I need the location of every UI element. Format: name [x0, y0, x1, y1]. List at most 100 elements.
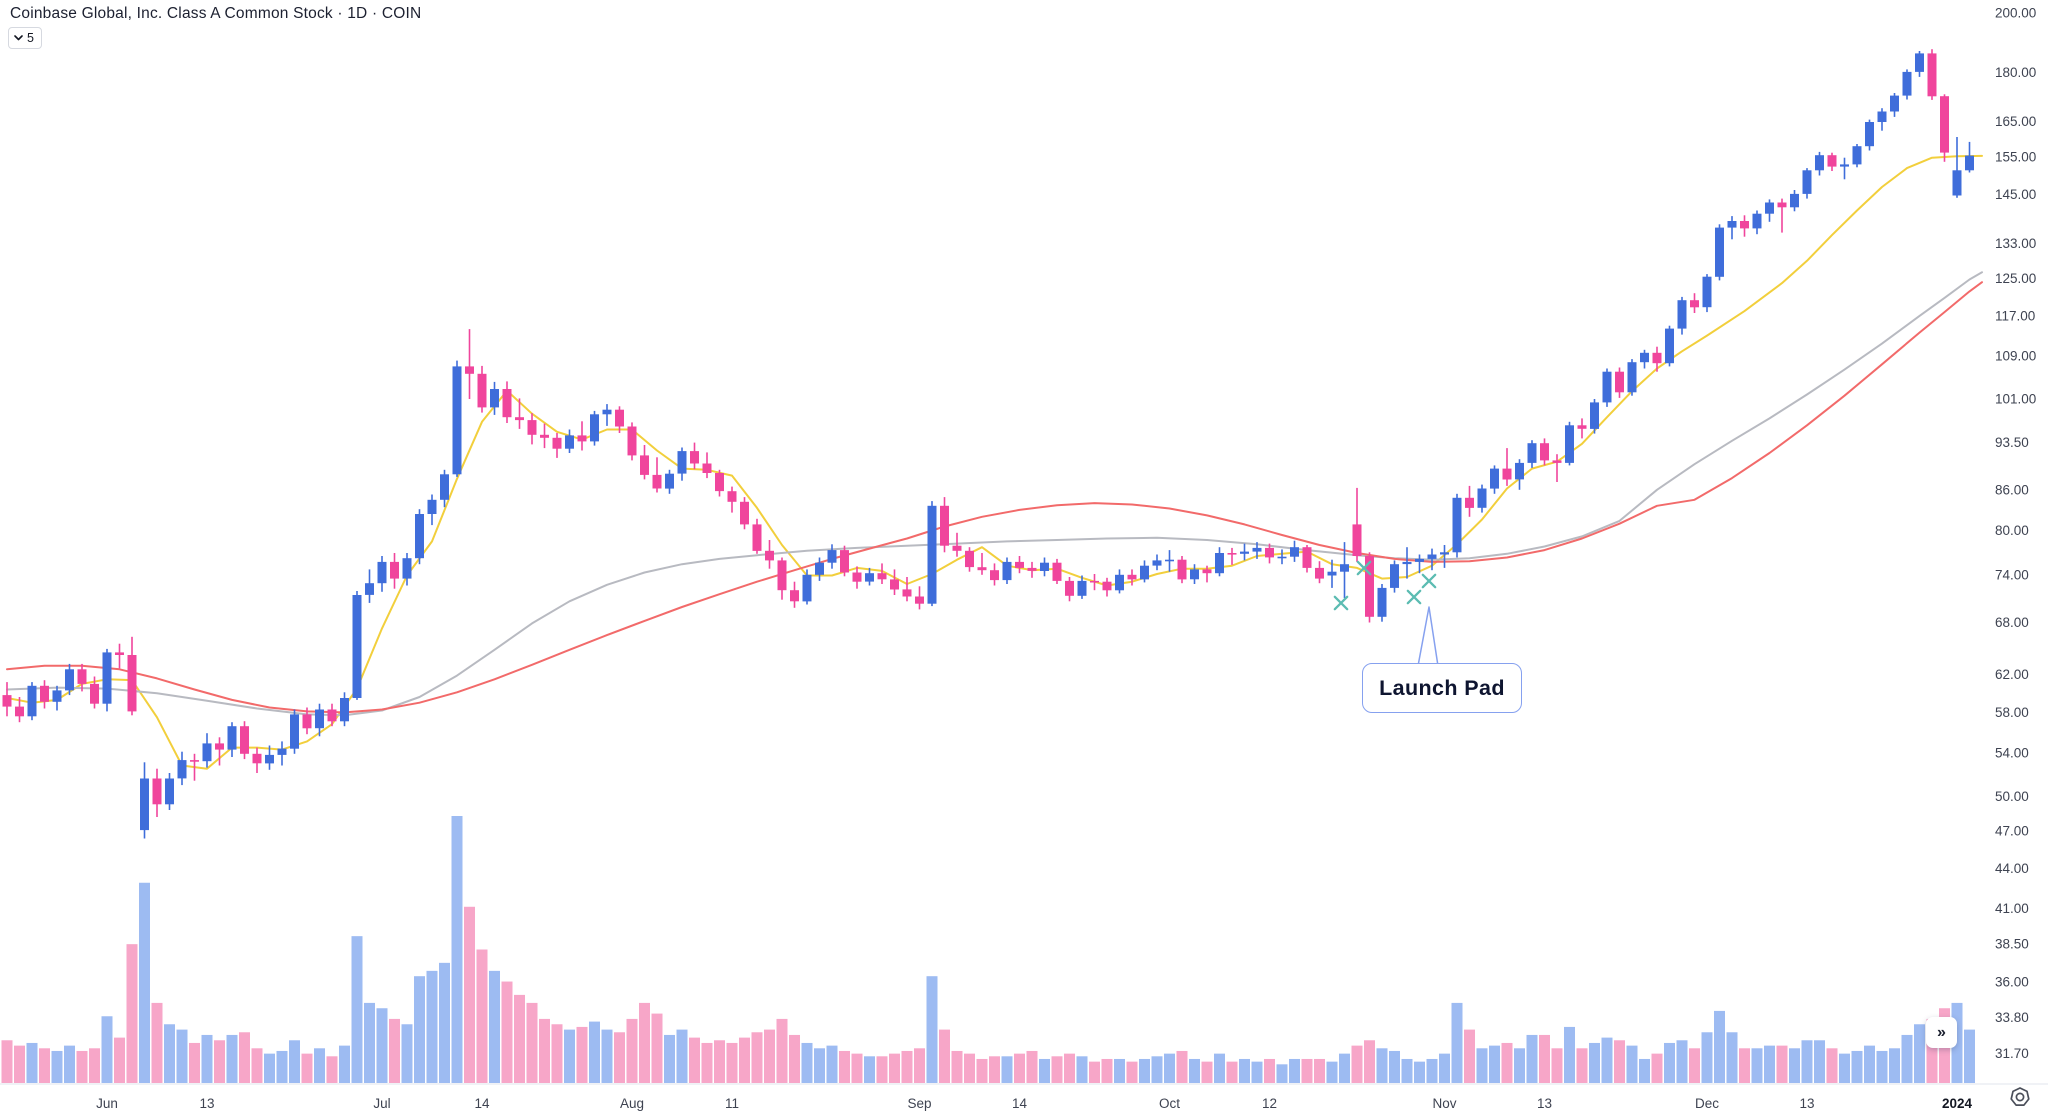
volume-bar — [739, 1037, 750, 1083]
volume-bar — [1126, 1061, 1138, 1083]
volume-bar — [1389, 1050, 1400, 1083]
time-axis[interactable]: Jun 13 Jul 14 Aug 11 Sep 14 Oct 12 Nov 13 Dec 13 2024 — [96, 1096, 1972, 1111]
scroll-to-latest-button[interactable]: » — [1926, 1017, 1957, 1048]
candle-body — [1615, 371, 1624, 393]
volume-bar — [964, 1053, 975, 1083]
candle-body — [615, 409, 624, 427]
candle-body — [765, 550, 774, 561]
candle-body — [577, 435, 587, 442]
volume-bar — [864, 1056, 875, 1083]
volume-bar — [1176, 1050, 1188, 1083]
candle-body — [1277, 556, 1287, 559]
volume-bar — [264, 1053, 275, 1083]
indicator-length-chip[interactable]: 5 — [8, 27, 42, 49]
volume-bar — [1726, 1032, 1738, 1083]
volume-bar — [289, 1040, 300, 1083]
launch-pad-callout[interactable]: Launch Pad — [1362, 663, 1522, 713]
volume-bar — [1714, 1010, 1725, 1083]
volume-bar — [1801, 1040, 1813, 1083]
candle-body — [1315, 567, 1324, 579]
volume-bar — [1239, 1058, 1250, 1083]
candle-body — [152, 778, 162, 805]
ma-line-fast[interactable] — [6, 154, 1983, 770]
candle-body — [1577, 425, 1587, 429]
candle-body — [1177, 559, 1187, 580]
candle-body — [777, 560, 787, 591]
time-axis-label: Sep — [907, 1096, 931, 1111]
volume-bar — [1614, 1040, 1625, 1083]
candle-body — [1865, 122, 1874, 147]
price-axis-label: 93.50 — [1995, 435, 2029, 450]
volume-bar — [1426, 1058, 1438, 1083]
candle-body — [315, 709, 324, 729]
candle-body — [802, 574, 812, 602]
price-axis-label: 36.00 — [1995, 974, 2029, 989]
candle-body — [1827, 155, 1837, 167]
volume-bar — [776, 1018, 788, 1083]
candle-body — [965, 550, 974, 568]
volume-bar — [1289, 1058, 1300, 1083]
candle-body — [1077, 580, 1087, 596]
volume-bar — [1214, 1053, 1225, 1083]
callout-pointer — [1417, 606, 1439, 667]
candle-body — [427, 499, 437, 514]
volume-bar — [1839, 1053, 1850, 1083]
volume-bar — [1864, 1045, 1875, 1083]
candle-body — [1127, 574, 1137, 580]
volume-bar — [101, 1016, 113, 1083]
time-axis-label: 13 — [199, 1096, 214, 1111]
ma-line-slow[interactable] — [6, 281, 1983, 714]
candle-body — [1677, 300, 1687, 329]
candle-body — [852, 572, 862, 582]
volume-bar — [501, 981, 513, 1083]
volume-bar — [1851, 1050, 1863, 1083]
volume-bar — [1114, 1058, 1125, 1083]
candle-body — [1252, 547, 1262, 552]
candle-body — [665, 473, 674, 489]
volume-bar — [726, 1042, 738, 1083]
candle-body — [990, 570, 999, 581]
volume-bar — [1739, 1048, 1750, 1083]
candle-body — [290, 714, 299, 749]
volume-bar — [89, 1048, 100, 1083]
candle-body — [15, 706, 24, 717]
volume-bar — [214, 1040, 225, 1083]
ma-line-mid[interactable] — [6, 271, 1983, 717]
price-axis-label: 58.00 — [1995, 705, 2029, 720]
volume-bar — [51, 1050, 63, 1083]
settings-gear-icon[interactable] — [2008, 1085, 2032, 1114]
candle-body — [1202, 569, 1212, 574]
volume-bar — [1439, 1053, 1450, 1083]
candle-body — [1540, 443, 1549, 461]
candle-body — [752, 524, 762, 551]
volume-bar — [1101, 1058, 1113, 1083]
callout-tail — [1417, 606, 1439, 667]
volume-bar — [1151, 1056, 1163, 1083]
volume-bar — [426, 970, 438, 1083]
candle-body — [1115, 574, 1124, 591]
price-axis-label: 180.00 — [1995, 65, 2036, 80]
candle-body — [1952, 170, 1962, 196]
volume-bar — [1514, 1048, 1525, 1083]
launch-pad-callout-text: Launch Pad — [1379, 675, 1505, 700]
candle-body — [402, 558, 412, 579]
candle-body — [390, 561, 399, 579]
candle-body — [1502, 468, 1512, 480]
x-mark-icon — [1356, 560, 1372, 576]
volume-bar — [376, 1008, 388, 1083]
candle-body — [952, 545, 962, 551]
price-axis-label: 125.00 — [1995, 271, 2036, 286]
candle-body — [1390, 564, 1399, 588]
volume-bar — [1664, 1042, 1675, 1083]
price-axis[interactable]: 200.00 180.00 165.00 155.00 145.00 133.00 125.… — [1995, 6, 2036, 1062]
candle-body — [127, 655, 137, 712]
ma-lines — [6, 154, 1983, 770]
time-axis-label: 12 — [1262, 1096, 1277, 1111]
x-mark-icon — [1333, 595, 1349, 611]
volume-bar — [514, 994, 525, 1083]
price-axis-label: 33.80 — [1995, 1010, 2029, 1025]
candle-body — [40, 685, 49, 702]
candle-body — [102, 652, 112, 704]
candle-body — [1902, 71, 1912, 96]
